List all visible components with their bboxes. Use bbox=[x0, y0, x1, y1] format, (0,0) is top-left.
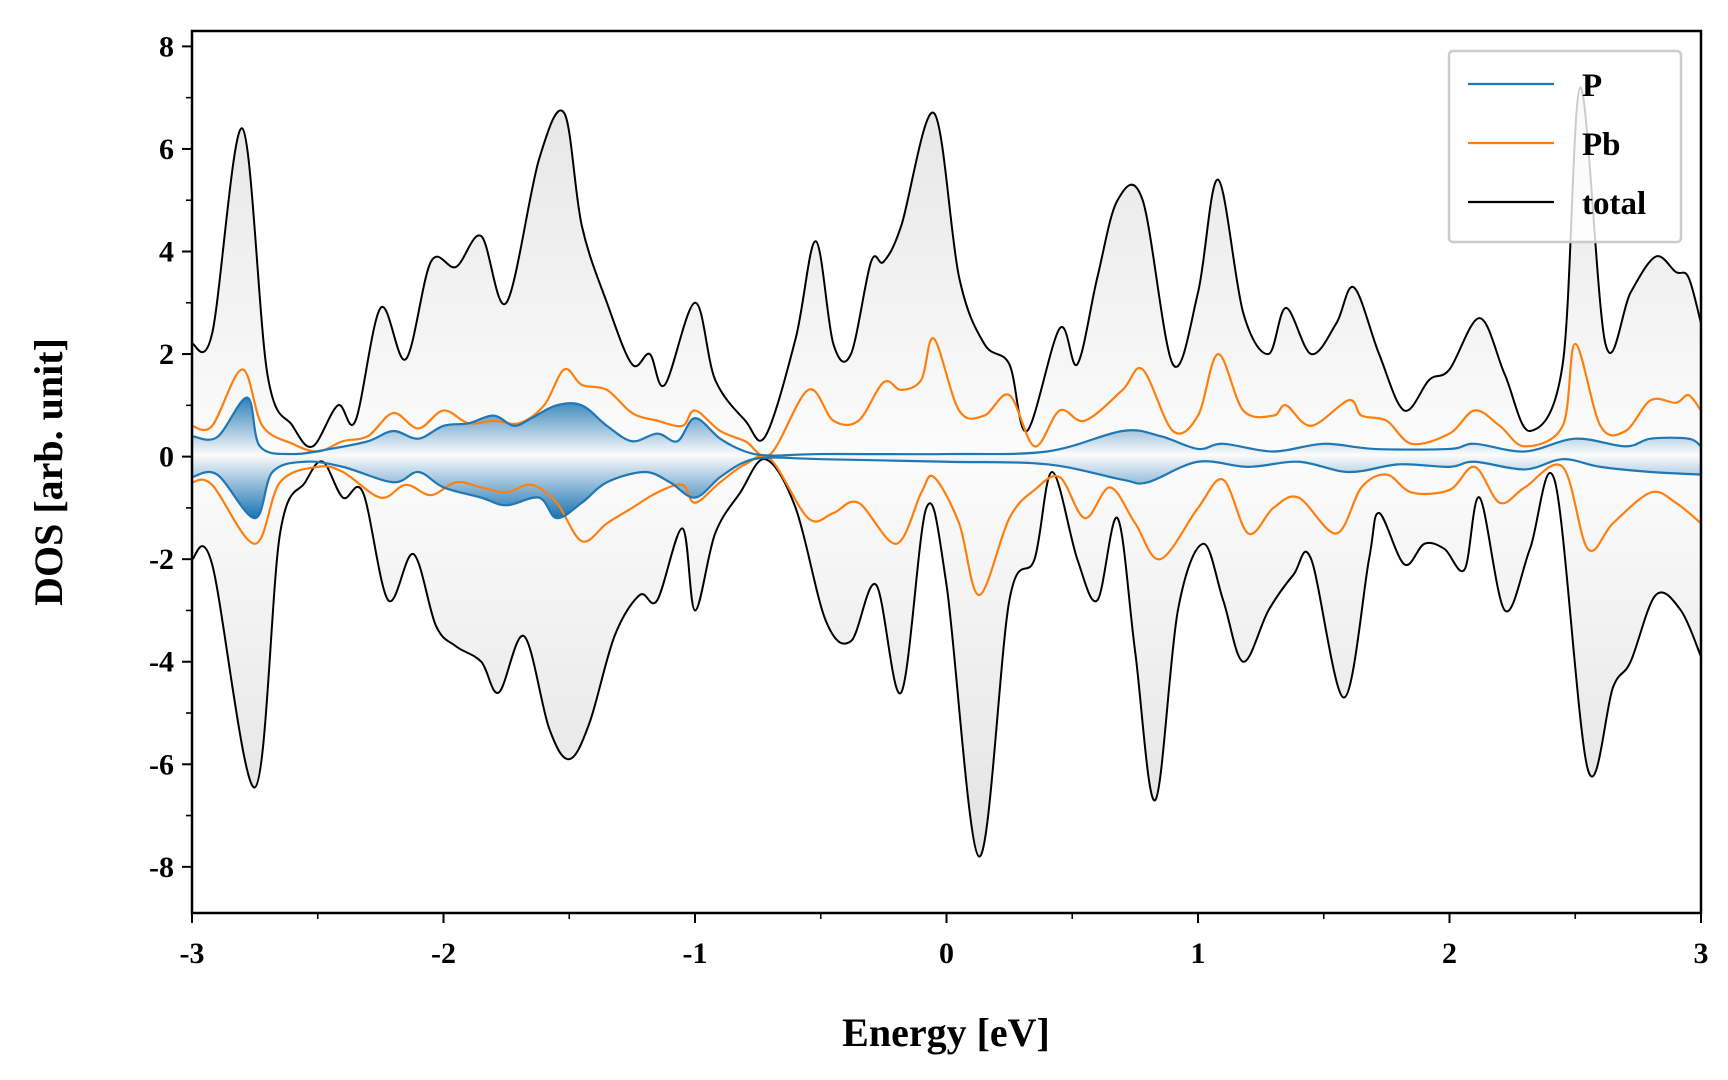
legend: P Pb total bbox=[1447, 49, 1683, 244]
legend-box bbox=[1447, 49, 1683, 244]
x-tick-label: -1 bbox=[683, 937, 708, 970]
legend-label-total: total bbox=[1582, 186, 1646, 222]
legend-label-pb: Pb bbox=[1582, 127, 1621, 163]
fill-total-down bbox=[192, 456, 1701, 857]
y-tick-label: -2 bbox=[149, 543, 174, 576]
series-line-p-up bbox=[192, 396, 1701, 457]
legend-label-p: P bbox=[1582, 68, 1602, 104]
fill-p-down bbox=[192, 456, 1701, 519]
x-tick-label: 3 bbox=[1694, 937, 1709, 970]
y-tick-label: 2 bbox=[159, 338, 174, 371]
x-tick-label: 1 bbox=[1191, 937, 1206, 970]
y-tick-label: -6 bbox=[149, 748, 174, 781]
y-tick-label: -8 bbox=[149, 851, 174, 884]
y-tick-label: -4 bbox=[149, 646, 174, 679]
fill-p-up bbox=[192, 397, 1701, 457]
y-tick-label: 4 bbox=[159, 236, 174, 269]
series-line-total-up bbox=[192, 86, 1701, 448]
y-tick-label: 6 bbox=[159, 133, 174, 166]
series-line-total-down bbox=[192, 458, 1701, 858]
x-tick-label: -2 bbox=[431, 937, 456, 970]
x-tick-label: 2 bbox=[1442, 937, 1457, 970]
y-tick-label: 0 bbox=[159, 441, 174, 474]
series-line-pb-down bbox=[192, 454, 1701, 597]
x-tick-label: 0 bbox=[939, 937, 954, 970]
x-axis-title: Energy [eV] bbox=[842, 1010, 1050, 1055]
x-tick-label: -3 bbox=[180, 937, 205, 970]
y-tick-label: 8 bbox=[159, 30, 174, 63]
series-line-p-down bbox=[192, 456, 1701, 520]
fill-total-up bbox=[192, 87, 1701, 457]
y-axis-title: DOS [arb. unit] bbox=[26, 338, 71, 606]
series-line-pb-up bbox=[192, 337, 1701, 458]
